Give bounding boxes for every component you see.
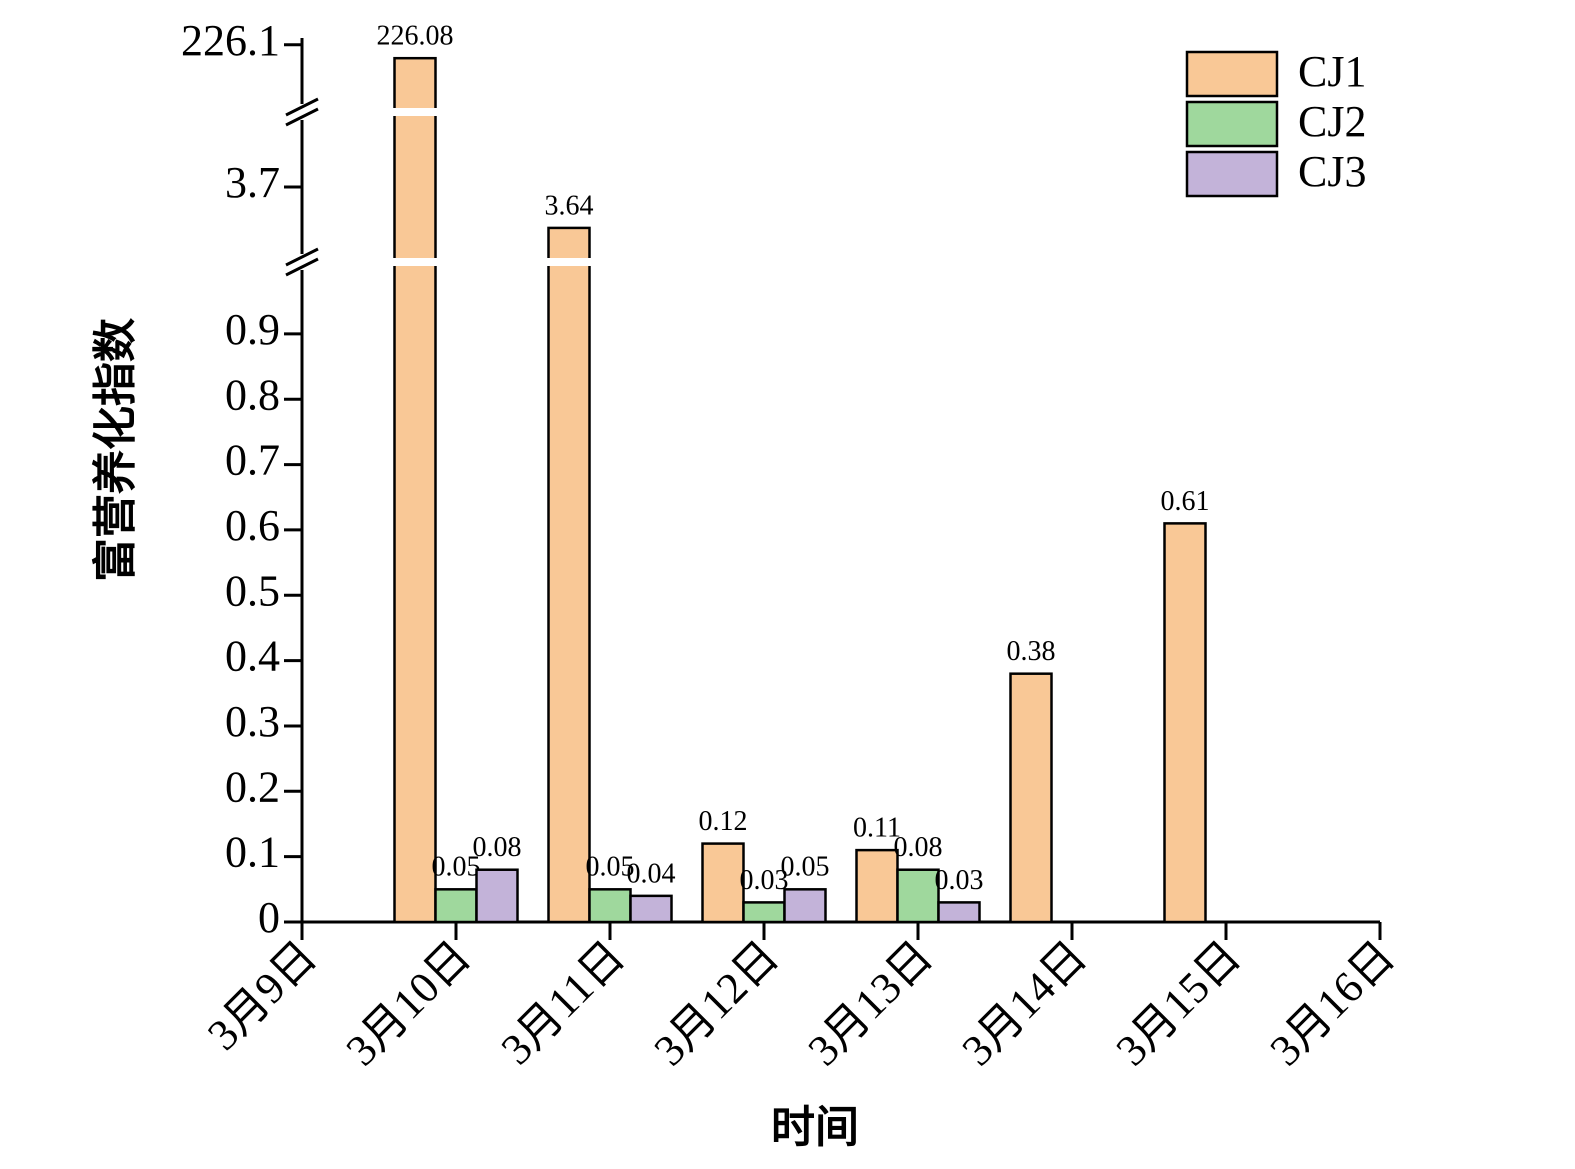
bar xyxy=(588,888,632,924)
bar xyxy=(629,894,673,924)
data-label: 0.05 xyxy=(781,852,830,883)
y-tick-label: 0 xyxy=(258,893,280,942)
y-tick-label: 226.1 xyxy=(181,16,280,65)
data-label: 0.03 xyxy=(935,865,984,896)
legend-label: CJ1 xyxy=(1298,47,1366,96)
y-tick-label: 0.8 xyxy=(225,370,280,419)
bar xyxy=(393,56,437,924)
legend-swatch xyxy=(1185,100,1279,148)
data-label: 0.03 xyxy=(740,865,789,896)
bar xyxy=(1163,522,1207,924)
y-tick-label: 0.5 xyxy=(225,566,280,615)
y-tick-label: 0.9 xyxy=(225,305,280,354)
axis-break xyxy=(285,247,319,267)
data-label: 3.64 xyxy=(545,190,594,221)
x-tick-label: 3月10日 xyxy=(337,932,481,1076)
bar-break-gap xyxy=(392,108,438,116)
data-label: 0.05 xyxy=(432,852,481,883)
bar xyxy=(855,848,899,924)
x-tick-label: 3月14日 xyxy=(953,932,1097,1076)
data-label: 0.61 xyxy=(1161,486,1210,517)
axis-break xyxy=(285,97,319,117)
x-tick-label: 3月12日 xyxy=(645,932,789,1076)
y-tick-label: 0.6 xyxy=(225,501,280,550)
x-tick-label: 3月13日 xyxy=(799,932,943,1076)
y-axis-title: 富营养化指数 xyxy=(91,318,140,582)
bar-break-gap xyxy=(392,258,438,266)
y-tick-label: 3.7 xyxy=(225,158,280,207)
axis-break xyxy=(285,257,319,277)
x-tick-label: 3月16日 xyxy=(1261,932,1405,1076)
y-tick-label: 0.7 xyxy=(225,436,280,485)
y-tick-label: 0.2 xyxy=(225,762,280,811)
x-tick-label: 3月9日 xyxy=(198,932,326,1060)
y-tick-label: 0.4 xyxy=(225,632,280,681)
axis-break xyxy=(285,107,319,127)
bar xyxy=(783,888,827,924)
bar xyxy=(1009,672,1053,924)
bar xyxy=(434,888,478,924)
legend-swatch xyxy=(1185,50,1279,98)
bar-break-gap xyxy=(546,258,592,266)
bar xyxy=(701,842,745,924)
legend-label: CJ3 xyxy=(1298,147,1366,196)
data-label: 0.08 xyxy=(894,832,943,863)
data-label: 0.11 xyxy=(853,813,901,844)
y-tick-label: 0.1 xyxy=(225,828,280,877)
x-tick-label: 3月15日 xyxy=(1107,932,1251,1076)
x-tick-label: 3月11日 xyxy=(492,932,634,1074)
bar xyxy=(896,868,940,924)
bar xyxy=(742,901,786,924)
data-label: 0.05 xyxy=(586,852,635,883)
data-label: 0.38 xyxy=(1007,636,1056,667)
data-label: 0.04 xyxy=(627,858,676,889)
x-axis-title: 时间 xyxy=(771,1103,859,1152)
legend-label: CJ2 xyxy=(1298,97,1366,146)
bar xyxy=(547,226,591,924)
data-label: 226.08 xyxy=(377,21,454,52)
legend-swatch xyxy=(1185,150,1279,198)
bar xyxy=(937,901,981,924)
data-label: 0.08 xyxy=(473,832,522,863)
bar xyxy=(475,868,519,924)
y-tick-label: 0.3 xyxy=(225,697,280,746)
data-label: 0.12 xyxy=(699,806,748,837)
